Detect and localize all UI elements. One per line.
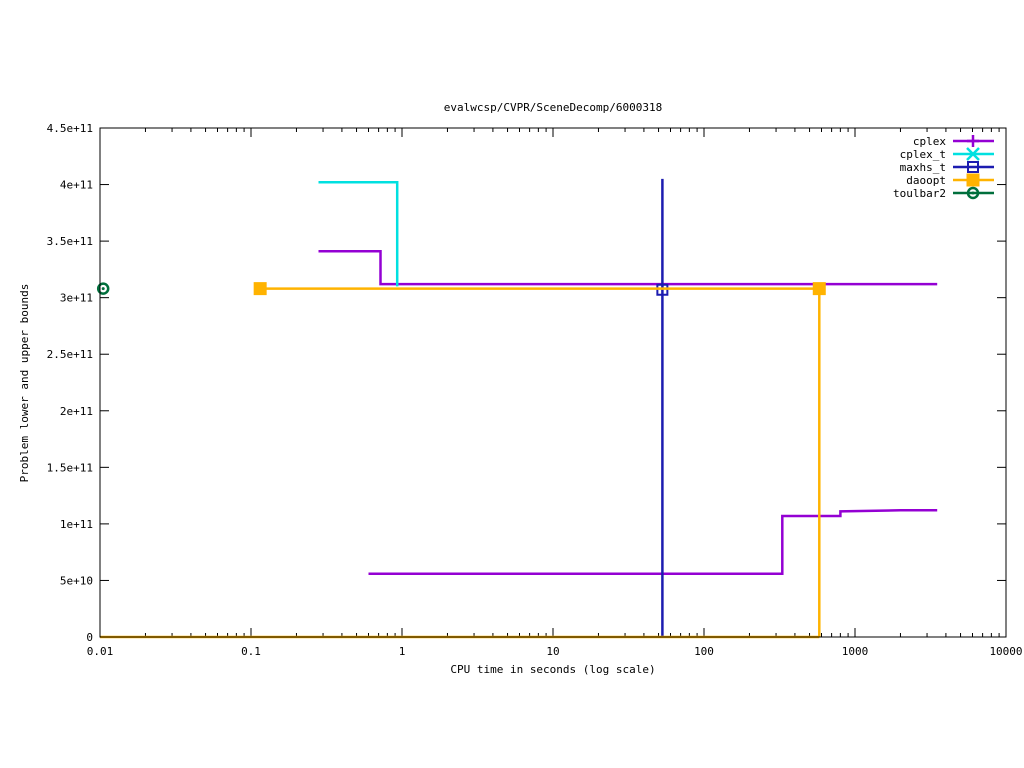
y-tick-label: 3e+11: [60, 292, 93, 305]
y-tick-label: 4.5e+11: [47, 122, 93, 135]
legend-label: toulbar2: [893, 187, 946, 200]
plot-frame: [99, 127, 1007, 638]
x-tick-label: 0.01: [87, 645, 114, 658]
y-axis-ticks: 0 5e+10 1e+11 1.5e+11 2e+11 2.5e+11 3e+11 3.5e+…: [47, 122, 1006, 644]
x-tick-label: 1000: [842, 645, 869, 658]
legend-label: cplex: [913, 135, 946, 148]
y-tick-label: 1.5e+11: [47, 461, 93, 474]
marker-circle: [966, 186, 980, 200]
y-tick-label: 1e+11: [60, 518, 93, 531]
x-axis-ticks: 0.01 0.1 1 10 100 1000 10000: [87, 128, 1023, 658]
legend-label: daoopt: [906, 174, 946, 187]
marker-cross: [966, 147, 980, 161]
marker-filled-square: [253, 282, 267, 296]
series-cplex_t: [318, 181, 399, 287]
legend-item: toulbar2: [893, 186, 994, 200]
y-tick-label: 3.5e+11: [47, 235, 93, 248]
chart-title: evalwcsp/CVPR/SceneDecomp/6000318: [444, 101, 663, 114]
series-line-cplex_t: [318, 181, 399, 287]
legend-label: maxhs_t: [900, 161, 946, 174]
x-tick-label: 10000: [989, 645, 1022, 658]
legend-item: cplex: [913, 135, 994, 148]
marker-circle-dot: [971, 191, 975, 195]
marker-square: [967, 161, 979, 173]
legend-item: maxhs_t: [900, 161, 994, 174]
legend-label: cplex_t: [900, 148, 946, 161]
marker-filled-square: [966, 173, 980, 187]
y-tick-label: 2.5e+11: [47, 348, 93, 361]
marker-circle: [96, 282, 110, 295]
x-tick-label: 10: [546, 645, 559, 658]
y-tick-label: 4e+11: [60, 179, 93, 192]
marker-filled-square: [812, 282, 826, 296]
legend-item: cplex_t: [900, 147, 994, 161]
series-line-cplex: [368, 509, 938, 575]
marker-circle-dot: [101, 287, 105, 291]
y-tick-label: 0: [86, 631, 93, 644]
x-axis-label: CPU time in seconds (log scale): [450, 663, 655, 676]
y-tick-label: 5e+10: [60, 574, 93, 587]
series-toulbar2: [96, 282, 110, 295]
y-axis-label: Problem lower and upper bounds: [18, 284, 31, 483]
x-tick-label: 0.1: [241, 645, 261, 658]
y-tick-label: 2e+11: [60, 405, 93, 418]
x-tick-label: 1: [399, 645, 406, 658]
x-tick-label: 100: [694, 645, 714, 658]
legend-item: daoopt: [906, 173, 994, 187]
